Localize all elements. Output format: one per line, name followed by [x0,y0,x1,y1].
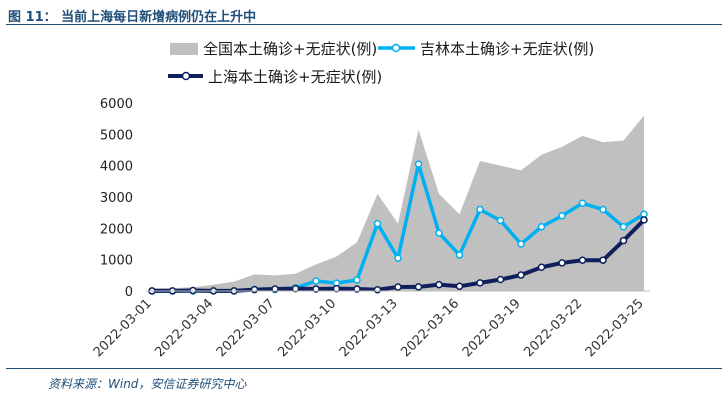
data-point-jilin [578,199,587,208]
x-axis: 2022-03-012022-03-042022-03-072022-03-10… [91,290,650,360]
title-rule [6,24,722,25]
data-point-shanghai [455,282,464,291]
legend-label-jilin: 吉林本土确诊+无症状(例) [420,40,594,58]
y-tick-label: 4000 [100,160,133,175]
legend-marker-shanghai [181,71,191,81]
legend: 全国本土确诊+无症状(例) 吉林本土确诊+无症状(例) 上海本土确诊+无症状(例) [168,40,594,86]
data-point-shanghai [312,285,320,293]
x-tick-label: 2022-03-04 [152,296,216,360]
data-point-jilin [619,223,628,231]
data-point-jilin [476,205,484,214]
area-series-national [152,115,644,292]
x-tick-label: 2022-03-22 [521,296,585,360]
data-point-jilin [599,205,607,214]
data-point-shanghai [496,275,505,284]
x-tick-label: 2022-03-16 [398,296,462,360]
y-tick-label: 5000 [100,128,133,143]
data-point-jilin [558,212,566,220]
y-tick-label: 1000 [100,254,133,269]
y-tick-label: 0 [125,285,133,300]
legend-label-shanghai: 上海本土确诊+无症状(例) [208,68,382,86]
x-tick-label: 2022-03-25 [583,296,647,360]
data-point-shanghai [578,256,587,265]
data-point-jilin [537,223,546,231]
data-point-shanghai [414,283,423,291]
data-point-shanghai [640,216,648,224]
x-tick-label: 2022-03-19 [460,296,524,360]
data-point-shanghai [537,263,546,271]
data-point-shanghai [353,285,361,293]
data-point-jilin [353,276,361,284]
data-point-jilin [517,240,525,248]
data-point-jilin [496,216,505,225]
data-point-shanghai [435,280,443,289]
legend-label-national: 全国本土确诊+无症状(例) [203,40,377,58]
data-point-jilin [455,251,464,259]
data-point-shanghai [373,285,382,294]
data-point-jilin [312,277,320,285]
data-point-jilin [435,229,443,237]
y-tick-label: 2000 [100,222,133,237]
data-point-jilin [373,219,382,228]
data-point-shanghai [332,284,341,293]
x-tick-label: 2022-03-10 [275,296,339,360]
source-rule [6,368,722,369]
x-tick-label: 2022-03-13 [337,296,401,360]
plot-area [148,115,648,295]
data-point-shanghai [189,286,197,295]
data-point-shanghai [476,279,484,287]
y-tick-label: 3000 [100,191,133,206]
data-point-shanghai [619,236,628,245]
figure-title: 图 11： 当前上海每日新增病例仍在上升中 [8,10,257,25]
data-point-jilin [414,160,423,168]
data-point-shanghai [291,284,300,293]
data-point-shanghai [250,285,259,294]
source-note: 资料来源：Wind，安信证券研究中心 [48,377,247,391]
data-point-jilin [394,254,402,262]
data-point-shanghai [599,256,607,264]
chart: 全国本土确诊+无症状(例) 吉林本土确诊+无症状(例)上海本土确诊+无症状(例) … [91,40,650,360]
y-tick-label: 6000 [100,97,133,112]
data-point-shanghai [558,259,566,267]
legend-swatch-national [170,43,198,55]
legend-marker-jilin [391,43,401,53]
y-axis: 0 1000 2000 3000 4000 5000 6000 [100,97,133,300]
x-tick-label: 2022-03-01 [91,296,155,360]
data-point-shanghai [517,271,525,279]
x-tick-label: 2022-03-07 [214,296,278,360]
data-point-shanghai [394,283,402,291]
